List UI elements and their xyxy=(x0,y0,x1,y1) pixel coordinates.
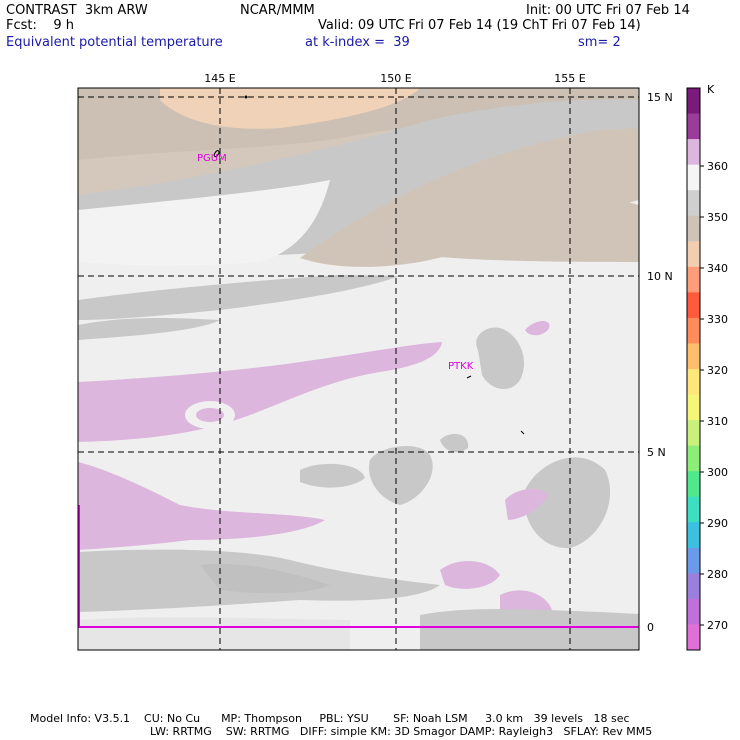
forecast-hour: Fcst: 9 h xyxy=(6,18,75,33)
colorbar-tick-label: 340 xyxy=(707,262,728,275)
island-coast xyxy=(520,430,525,435)
lat-label-5: 5 N xyxy=(647,446,666,459)
field-shading xyxy=(78,88,639,650)
colorbar-swatch xyxy=(687,88,700,115)
island-dot xyxy=(244,95,248,99)
colorbar-swatch xyxy=(687,292,700,319)
colorbar-swatch xyxy=(687,624,700,651)
colorbar-swatch xyxy=(687,369,700,396)
init-time: Init: 00 UTC Fri 07 Feb 14 xyxy=(526,3,690,18)
colorbar-swatch xyxy=(687,547,700,574)
chuuk-coast xyxy=(466,375,472,379)
colorbar-swatch xyxy=(687,394,700,421)
colorbar-swatch xyxy=(687,241,700,268)
colorbar-frame xyxy=(686,87,701,651)
colorbar-swatch xyxy=(687,420,700,447)
colorbar-tick-label: 270 xyxy=(707,619,728,632)
level-index: at k-index = 39 xyxy=(305,35,410,50)
colorbar-swatch xyxy=(687,113,700,140)
colorbar-tick-label: 350 xyxy=(707,211,728,224)
colorbar xyxy=(686,87,701,651)
colorbar-tick-label: 310 xyxy=(707,415,728,428)
colorbar-swatch xyxy=(687,573,700,600)
colorbar-swatch xyxy=(687,471,700,498)
graticule xyxy=(78,88,639,650)
lon-label-150: 150 E xyxy=(380,72,411,85)
colorbar-swatch xyxy=(687,445,700,472)
colorbar-swatch xyxy=(687,317,700,344)
lat-label-15: 15 N xyxy=(647,91,673,104)
colorbar-swatch xyxy=(687,190,700,217)
colorbar-tick-label: 290 xyxy=(707,517,728,530)
colorbar-swatch xyxy=(687,496,700,523)
colorbar-tick-label: 360 xyxy=(707,160,728,173)
station-ptkk: PTKK xyxy=(448,361,474,372)
lat-label-10: 10 N xyxy=(647,270,673,283)
center-label: NCAR/MMM xyxy=(240,3,315,18)
lon-label-145: 145 E xyxy=(204,72,235,85)
lat-label-0: 0 xyxy=(647,621,654,634)
colorbar-swatch xyxy=(687,215,700,242)
colorbar-tick-label: 320 xyxy=(707,364,728,377)
smoothing: sm= 2 xyxy=(578,35,621,50)
colorbar-swatch xyxy=(687,598,700,625)
model-title: CONTRAST 3km ARW xyxy=(6,3,148,18)
field-name: Equivalent potential temperature xyxy=(6,35,223,50)
colorbar-tick-label: 280 xyxy=(707,568,728,581)
guam-coast xyxy=(213,150,220,158)
colorbar-unit: K xyxy=(707,83,715,96)
model-info-line2: LW: RRTMG SW: RRTMG DIFF: simple KM: 3D … xyxy=(150,725,653,738)
colorbar-swatch xyxy=(687,266,700,293)
model-info-line1: Model Info: V3.5.1 CU: No Cu MP: Thompso… xyxy=(30,712,630,725)
colorbar-swatch xyxy=(687,139,700,166)
lon-label-155: 155 E xyxy=(554,72,585,85)
colorbar-ticks: 360 350 340 330 320 310 300 290 280 270 xyxy=(700,160,728,632)
colorbar-tick-label: 300 xyxy=(707,466,728,479)
colorbar-swatch xyxy=(687,522,700,549)
colorbar-swatch xyxy=(687,343,700,370)
map-frame xyxy=(77,87,640,651)
station-pgum: PGUM xyxy=(197,153,227,164)
colorbar-tick-label: 330 xyxy=(707,313,728,326)
colorbar-swatch xyxy=(687,164,700,191)
valid-time: Valid: 09 UTC Fri 07 Feb 14 (19 ChT Fri … xyxy=(318,18,641,33)
